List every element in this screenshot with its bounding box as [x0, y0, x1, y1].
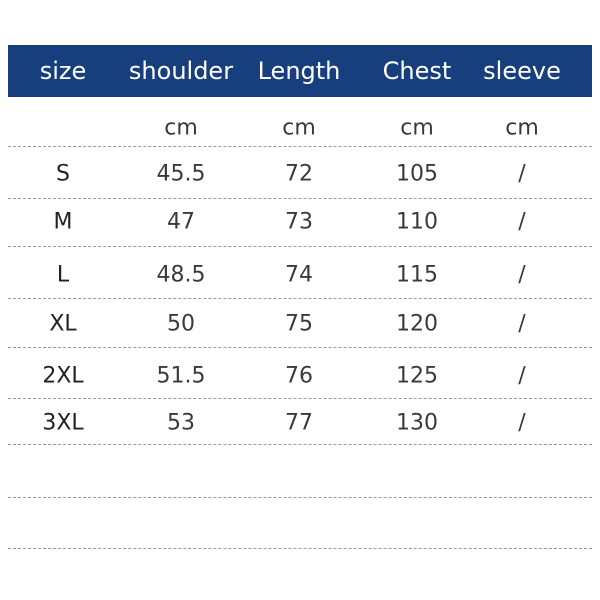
column-header: Chest	[382, 57, 452, 85]
cell: /	[518, 363, 526, 389]
divider	[8, 198, 592, 199]
size-label: 3XL	[42, 410, 84, 436]
unit-label: cm	[164, 115, 198, 141]
unit-label: cm	[400, 115, 434, 141]
cell: 75	[285, 311, 313, 337]
cell: 77	[285, 410, 313, 436]
cell: 76	[285, 363, 313, 389]
unit-label: cm	[282, 115, 316, 141]
size-label: M	[53, 209, 73, 235]
cell: 48.5	[156, 262, 206, 288]
cell: 105	[396, 161, 438, 187]
cell: 50	[167, 311, 195, 337]
cell: /	[518, 209, 526, 235]
cell: 51.5	[156, 363, 206, 389]
divider	[8, 497, 592, 498]
size-label: 2XL	[42, 363, 84, 389]
divider	[8, 548, 592, 549]
cell: 73	[285, 209, 313, 235]
column-header: size	[39, 57, 87, 85]
divider	[8, 246, 592, 247]
cell: 72	[285, 161, 313, 187]
unit-label: cm	[505, 115, 539, 141]
divider	[8, 347, 592, 348]
size-label: XL	[49, 311, 77, 337]
size-label: L	[56, 262, 70, 288]
column-header: shoulder	[128, 57, 234, 85]
cell: /	[518, 311, 526, 337]
size-label: S	[56, 161, 70, 187]
cell: /	[518, 410, 526, 436]
divider	[8, 444, 592, 445]
cell: 130	[396, 410, 438, 436]
divider	[8, 398, 592, 399]
cell: 74	[285, 262, 313, 288]
cell: 125	[396, 363, 438, 389]
cell: /	[518, 161, 526, 187]
column-header: sleeve	[483, 57, 561, 85]
divider	[8, 146, 592, 147]
header-band	[8, 45, 592, 97]
divider	[8, 298, 592, 299]
cell: 110	[396, 209, 438, 235]
cell: 120	[396, 311, 438, 337]
cell: 115	[396, 262, 438, 288]
cell: 47	[167, 209, 195, 235]
cell: 53	[167, 410, 195, 436]
cell: 45.5	[156, 161, 206, 187]
cell: /	[518, 262, 526, 288]
column-header: Length	[257, 57, 341, 85]
